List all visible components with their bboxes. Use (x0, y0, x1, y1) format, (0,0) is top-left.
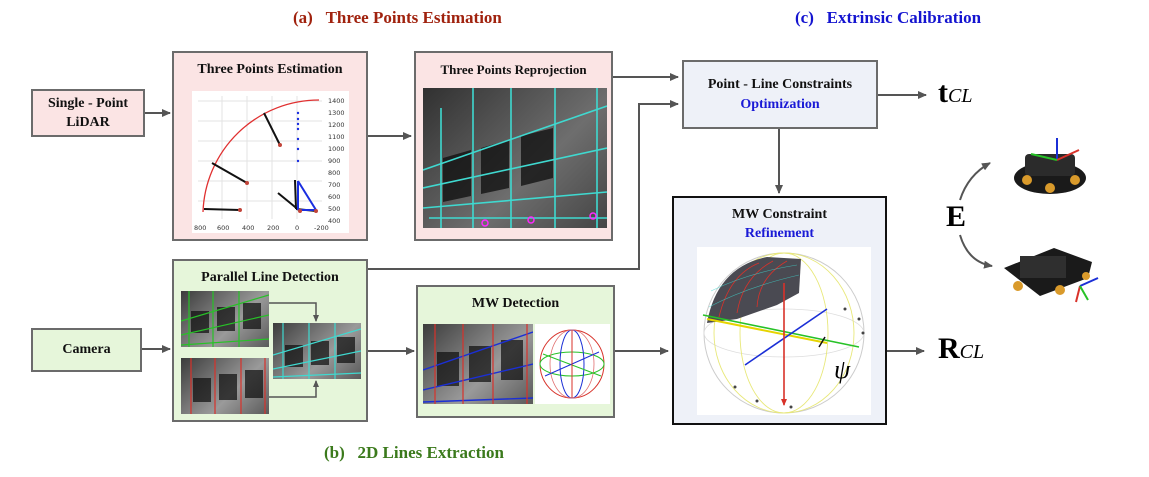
plc-title: Point - Line Constraints (707, 77, 853, 92)
ray-1 (203, 208, 241, 211)
section-b-text: 2D Lines Extraction (357, 443, 504, 462)
y-tick-900: 900 (328, 157, 340, 165)
section-a-text: Three Points Estimation (325, 8, 502, 27)
r-cl-output: RCL (938, 332, 984, 366)
mwc-title: MW Constraint (731, 207, 828, 222)
section-c-text: Extrinsic Calibration (826, 8, 982, 27)
estimation-plot: 1400 1300 1200 1100 1000 900 800 700 600… (194, 96, 345, 232)
t-cl-subscript: CL (948, 85, 973, 107)
mw-image (423, 324, 533, 404)
camera-input-box: Camera (31, 328, 142, 372)
mw-detection-box: MW Detection (416, 285, 615, 418)
robot-board-top (1014, 138, 1086, 194)
mwc-sphere-panel (697, 247, 871, 415)
section-c-letter: (c) (795, 8, 814, 27)
psi-label: ψ (834, 355, 851, 384)
three-points-reprojection-title: Three Points Reprojection (440, 62, 587, 77)
reprojection-overlay (423, 88, 607, 228)
three-points-reprojection-box: Three Points Reprojection (414, 51, 613, 241)
ray-5 (294, 179, 297, 210)
reprojection-image (423, 88, 607, 228)
arrow-e-to-bottom-board (959, 234, 993, 269)
mwc-subtitle: Refinement (744, 226, 815, 241)
y-tick-1400: 1400 (328, 97, 345, 105)
estimation-plot-panel: 1400 1300 1200 1100 1000 900 800 700 600… (192, 91, 349, 233)
plc-optimization-box: Point - Line Constraints Optimization (682, 60, 878, 129)
mwc-sphere (702, 252, 865, 414)
three-points-estimation-title: Three Points Estimation (197, 62, 343, 77)
range-arc (202, 99, 320, 213)
t-cl-main: t (938, 76, 948, 109)
section-a-letter: (a) (293, 8, 313, 27)
robot-board-bottom (1004, 248, 1099, 303)
red-lines-image (181, 358, 269, 414)
section-a-title: (a) Three Points Estimation (293, 8, 502, 28)
mwc-refinement-box: MW Constraint Refinement (672, 196, 887, 425)
parallel-line-detection-box: Parallel Line Detection (172, 259, 368, 422)
arrow-parallel-to-plc (368, 100, 679, 270)
x-tick-0: 0 (295, 224, 299, 232)
section-b-letter: (b) (324, 443, 345, 462)
cyan-lines-image (273, 323, 361, 379)
plc-subtitle: Optimization (740, 97, 820, 112)
section-c-title: (c) Extrinsic Calibration (795, 8, 981, 28)
y-tick-1100: 1100 (328, 133, 345, 141)
x-tick-800: 800 (194, 224, 206, 232)
y-tick-700: 700 (328, 181, 340, 189)
mw-sphere-small (535, 324, 610, 404)
parallel-line-detection-title: Parallel Line Detection (201, 270, 339, 285)
y-tick-800: 800 (328, 169, 340, 177)
x-tick-600: 600 (217, 224, 229, 232)
ray-3 (263, 112, 281, 146)
mw-detection-title: MW Detection (471, 296, 560, 311)
y-tick-1000: 1000 (328, 145, 345, 153)
y-tick-1200: 1200 (328, 121, 345, 129)
section-b-title: (b) 2D Lines Extraction (324, 443, 504, 463)
camera-label: Camera (62, 342, 111, 357)
y-tick-400: 400 (328, 217, 340, 225)
e-output: E (946, 200, 967, 233)
r-cl-subscript: CL (959, 341, 985, 363)
y-tick-600: 600 (328, 193, 340, 201)
ray-2 (211, 162, 248, 184)
three-points-estimation-box: Three Points Estimation (172, 51, 368, 241)
y-tick-500: 500 (328, 205, 340, 213)
lidar-input-box: Single - Point LiDAR (31, 89, 145, 137)
arrow-e-to-top-board (959, 162, 991, 201)
parallel-internal-arrows (269, 302, 319, 398)
t-cl-output: tCL (938, 76, 972, 110)
x-tick-400: 400 (242, 224, 254, 232)
y-tick-1300: 1300 (328, 109, 345, 117)
lidar-label-line1: Single - Point (47, 96, 129, 111)
x-tick-200: 200 (267, 224, 279, 232)
r-cl-main: R (938, 332, 960, 365)
green-lines-image (181, 291, 269, 347)
lidar-label-line2: LiDAR (66, 115, 110, 130)
x-tick-neg200: -200 (314, 224, 329, 232)
